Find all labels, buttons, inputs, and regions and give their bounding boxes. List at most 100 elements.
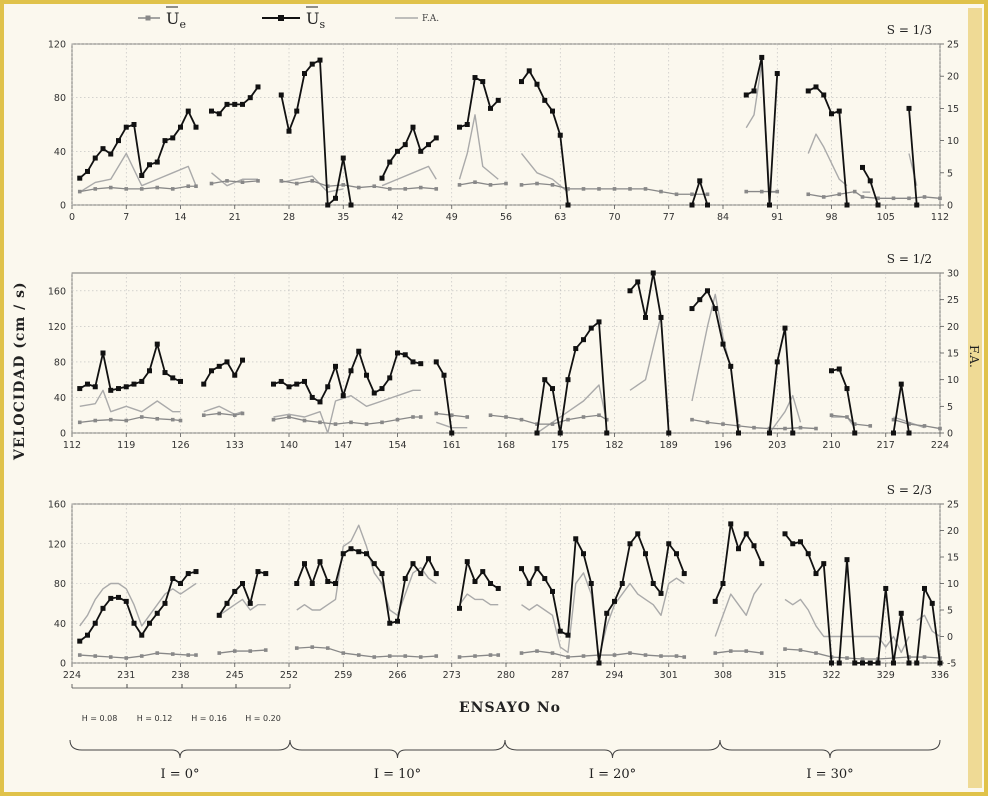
i-label-group: I = 0° I = 10° I = 20° I = 30° bbox=[69, 739, 941, 782]
series-line bbox=[893, 419, 941, 430]
data-point bbox=[752, 425, 756, 430]
data-point bbox=[534, 430, 540, 436]
series-line bbox=[79, 343, 181, 392]
data-point bbox=[790, 430, 796, 436]
series-line bbox=[79, 416, 181, 423]
data-point bbox=[123, 384, 129, 390]
data-point bbox=[340, 551, 346, 557]
data-point bbox=[77, 175, 83, 181]
data-point bbox=[759, 54, 765, 60]
series-us bbox=[77, 270, 912, 436]
data-point bbox=[565, 632, 571, 638]
data-point bbox=[410, 561, 416, 567]
data-point bbox=[573, 346, 579, 352]
data-point bbox=[240, 357, 245, 363]
y-right-tick-label: 10 bbox=[947, 375, 959, 386]
data-point bbox=[309, 61, 315, 67]
x-tick-label: 77 bbox=[663, 212, 675, 223]
data-point bbox=[294, 381, 300, 387]
data-point bbox=[209, 368, 214, 374]
data-point bbox=[395, 148, 400, 154]
data-point bbox=[836, 660, 842, 666]
data-point bbox=[100, 350, 106, 356]
data-point bbox=[891, 196, 896, 201]
legend-us-marker bbox=[278, 15, 284, 21]
series-line bbox=[745, 56, 779, 206]
data-point bbox=[534, 81, 540, 87]
data-point bbox=[340, 393, 346, 399]
data-point bbox=[318, 420, 322, 425]
data-point bbox=[247, 600, 253, 606]
x-tick-label: 112 bbox=[63, 440, 81, 451]
data-point bbox=[597, 187, 601, 191]
data-point bbox=[93, 418, 98, 423]
data-point bbox=[922, 655, 927, 659]
data-point bbox=[907, 422, 911, 426]
data-point bbox=[178, 581, 183, 586]
x-tick-label: 63 bbox=[554, 212, 566, 223]
x-tick-label: 0 bbox=[69, 212, 75, 223]
data-point bbox=[387, 620, 393, 626]
legend-ue-marker bbox=[145, 15, 151, 21]
data-point bbox=[813, 84, 819, 90]
y-left-tick-label: 0 bbox=[60, 659, 66, 670]
data-point bbox=[77, 420, 82, 425]
data-point bbox=[565, 202, 571, 208]
data-point bbox=[891, 660, 896, 666]
series-fa bbox=[79, 62, 918, 193]
data-point bbox=[535, 649, 539, 653]
data-point bbox=[604, 417, 609, 422]
data-point bbox=[278, 92, 284, 98]
data-point bbox=[550, 422, 555, 426]
i-label: I = 20° bbox=[589, 767, 636, 782]
x-tick-label: 147 bbox=[334, 440, 352, 451]
y-left-tick-label: 80 bbox=[54, 357, 66, 368]
x-tick-label: 14 bbox=[174, 212, 186, 223]
data-point bbox=[495, 585, 501, 591]
x-tick-label: 266 bbox=[388, 670, 406, 681]
panel-3: 224 231 238 245 252 259 266 273 280 287 294 301 308 3… bbox=[48, 483, 959, 681]
data-point bbox=[666, 430, 672, 436]
data-point bbox=[937, 660, 943, 666]
data-point bbox=[139, 378, 145, 384]
data-point bbox=[263, 571, 269, 577]
data-point bbox=[371, 390, 377, 396]
data-point bbox=[534, 566, 540, 572]
series-line bbox=[892, 383, 910, 434]
data-point bbox=[519, 566, 524, 572]
data-point bbox=[247, 95, 253, 101]
series-line bbox=[521, 572, 685, 659]
data-point bbox=[124, 656, 129, 660]
data-point bbox=[914, 202, 920, 208]
data-point bbox=[395, 417, 400, 422]
x-tick-label: 140 bbox=[280, 440, 298, 451]
x-tick-label: 259 bbox=[334, 670, 352, 681]
data-point bbox=[139, 172, 145, 178]
series-line bbox=[521, 650, 685, 658]
data-point bbox=[325, 646, 330, 650]
y-right-tick-label: 20 bbox=[947, 322, 959, 333]
data-point bbox=[77, 386, 83, 392]
data-point bbox=[434, 654, 439, 658]
series-fa bbox=[79, 293, 925, 434]
series-line bbox=[79, 652, 196, 659]
data-point bbox=[395, 350, 400, 356]
data-point bbox=[690, 192, 694, 197]
data-point bbox=[736, 430, 741, 436]
data-point bbox=[488, 183, 493, 187]
data-point bbox=[798, 539, 803, 545]
data-point bbox=[759, 189, 764, 194]
data-point bbox=[891, 417, 896, 422]
data-point bbox=[387, 654, 392, 658]
data-point bbox=[550, 386, 555, 392]
data-point bbox=[372, 184, 377, 189]
data-point bbox=[612, 187, 617, 191]
data-point bbox=[867, 178, 873, 184]
data-point bbox=[650, 270, 656, 276]
data-point bbox=[860, 660, 865, 666]
series-line bbox=[203, 405, 243, 416]
y-left-tick-label: 40 bbox=[54, 619, 66, 630]
x-tick-label: 84 bbox=[717, 212, 729, 223]
data-point bbox=[643, 314, 648, 320]
data-point bbox=[224, 600, 230, 606]
